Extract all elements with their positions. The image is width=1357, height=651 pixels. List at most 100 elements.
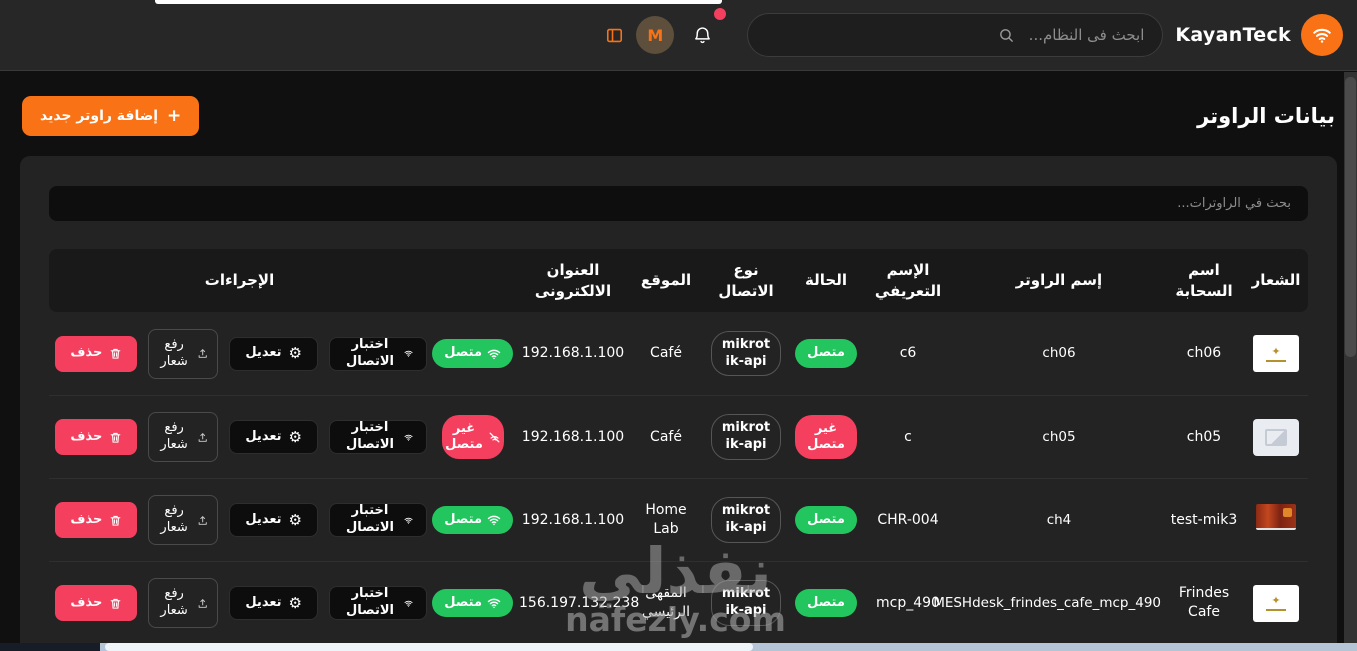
router-logo-cell	[1244, 584, 1308, 622]
status-cell: متصل	[790, 588, 862, 618]
upload-logo-button[interactable]: رفع شعار	[148, 495, 219, 545]
identifier: CHR-004	[877, 511, 939, 528]
live-status-badge: غير متصل	[442, 414, 504, 460]
header-cloud-name: اسم السحابة	[1175, 261, 1233, 300]
upload-icon	[198, 598, 207, 608]
trash-icon	[110, 348, 121, 359]
identifier: c6	[899, 345, 917, 362]
horizontal-scrollbar[interactable]	[0, 643, 1357, 651]
routers-card: الشعار اسم السحابة إسم الراوتر الإسم الت…	[20, 156, 1337, 651]
live-status-cell: متصل	[430, 505, 516, 535]
status-badge: متصل	[795, 588, 857, 618]
vertical-scrollbar-thumb[interactable]	[1345, 77, 1356, 357]
status-badge: متصل	[795, 339, 857, 368]
avatar-initial: M	[647, 25, 664, 45]
bell-icon	[692, 25, 713, 46]
location: المقهى الرئيسي	[641, 585, 691, 620]
cloud-name: ch06	[1186, 345, 1222, 362]
table-row: ch05 ch05 c غير متصل mikrotik-api Café 1…	[49, 395, 1308, 478]
ip-address: 192.168.1.100	[521, 511, 625, 528]
location: Café	[650, 428, 682, 445]
brand[interactable]: KayanTeck	[1175, 14, 1343, 56]
top-white-strip	[155, 0, 722, 4]
upload-logo-button[interactable]: رفع شعار	[148, 412, 219, 462]
status-cell: متصل	[790, 505, 862, 535]
page-header: بيانات الراوتر + إضافة راوتر جديد	[0, 71, 1357, 136]
connection-type-badge: mikrotik-api	[711, 580, 781, 626]
notifications-button[interactable]	[692, 7, 727, 46]
edit-button[interactable]: ⚙ تعديل	[229, 420, 318, 454]
edit-button[interactable]: ⚙ تعديل	[229, 503, 318, 537]
gear-icon: ⚙	[288, 427, 302, 446]
connection-type-cell: mikrotik-api	[702, 580, 790, 626]
sidebar-toggle-button[interactable]	[605, 26, 624, 45]
header-location: الموقع	[640, 271, 692, 290]
routers-search-input[interactable]	[49, 186, 1308, 221]
status-badge: غير متصل	[795, 414, 857, 460]
edit-button[interactable]: ⚙ تعديل	[229, 336, 318, 371]
brand-wifi-icon	[1301, 14, 1343, 56]
actions-cell: اختبار الاتصال ⚙ تعديل رفع شعار حذف	[47, 495, 430, 545]
search-icon	[998, 27, 1015, 44]
delete-button[interactable]: حذف	[55, 502, 138, 538]
connection-type-cell: mikrotik-api	[702, 330, 790, 377]
wifi-icon	[487, 349, 501, 359]
router-logo	[1256, 504, 1296, 531]
router-logo	[1253, 584, 1299, 622]
upload-icon	[198, 349, 207, 358]
test-connection-button[interactable]: اختبار الاتصال	[329, 336, 427, 371]
ip-address: 156.197.132.238	[519, 594, 640, 611]
connection-type-cell: mikrotik-api	[702, 497, 790, 543]
delete-button[interactable]: حذف	[55, 335, 138, 372]
delete-button[interactable]: حذف	[55, 585, 138, 621]
upload-icon	[198, 432, 207, 442]
header-router-name: إسم الراوتر	[1015, 271, 1103, 290]
upload-logo-button[interactable]: رفع شعار	[148, 328, 219, 379]
vertical-scrollbar[interactable]	[1344, 72, 1357, 643]
cloud-name: ch05	[1186, 428, 1222, 445]
gear-icon: ⚙	[288, 510, 302, 529]
router-logo	[1253, 335, 1299, 372]
live-status-badge: متصل	[432, 588, 513, 618]
edit-button[interactable]: ⚙ تعديل	[229, 586, 318, 620]
connection-type-cell: mikrotik-api	[702, 414, 790, 460]
plus-icon: +	[167, 105, 182, 126]
global-search[interactable]	[747, 13, 1164, 57]
horizontal-scrollbar-thumb[interactable]	[105, 643, 753, 651]
identifier: c	[904, 428, 912, 445]
router-logo-cell	[1244, 335, 1308, 372]
trash-icon	[110, 515, 121, 526]
add-router-button[interactable]: + إضافة راوتر جديد	[22, 96, 200, 136]
live-status-cell: متصل	[430, 339, 516, 368]
gear-icon: ⚙	[288, 593, 302, 612]
actions-cell: اختبار الاتصال ⚙ تعديل رفع شعار حذف	[47, 328, 430, 379]
router-logo-cell	[1244, 504, 1308, 536]
wifi-off-icon	[489, 432, 500, 442]
top-navbar: KayanTeck M	[0, 0, 1357, 71]
actions-cell: اختبار الاتصال ⚙ تعديل رفع شعار حذف	[47, 578, 430, 628]
avatar[interactable]: M	[636, 16, 675, 54]
router-logo-cell	[1244, 418, 1308, 456]
header-ip-address: العنوان الالكترونى	[534, 261, 612, 300]
router-name: ch06	[1042, 345, 1076, 362]
trash-icon	[110, 432, 121, 443]
header-actions: الإجراءات	[204, 271, 275, 290]
test-connection-button[interactable]: اختبار الاتصال	[329, 420, 427, 454]
upload-logo-button[interactable]: رفع شعار	[148, 578, 219, 628]
global-search-input[interactable]	[1024, 26, 1145, 44]
table-row: test-mik3 ch4 CHR-004 متصل mikrotik-api …	[49, 478, 1308, 561]
router-name: MESHdesk_frindes_cafe_mcp_490	[933, 594, 1161, 611]
table-row: ch06 ch06 c6 متصل mikrotik-api Café 192.…	[49, 312, 1308, 395]
status-cell: متصل	[790, 339, 862, 368]
live-status-badge: متصل	[432, 505, 513, 535]
location: Café	[650, 345, 682, 362]
test-connection-button[interactable]: اختبار الاتصال	[329, 503, 427, 537]
connection-type-badge: mikrotik-api	[711, 414, 781, 460]
test-connection-button[interactable]: اختبار الاتصال	[329, 586, 427, 620]
wifi-icon	[404, 350, 413, 357]
notification-dot	[714, 7, 727, 20]
header-connection-type: نوع الاتصال	[718, 261, 774, 300]
gear-icon: ⚙	[288, 344, 302, 362]
delete-button[interactable]: حذف	[55, 419, 138, 455]
live-status-cell: غير متصل	[430, 414, 516, 460]
